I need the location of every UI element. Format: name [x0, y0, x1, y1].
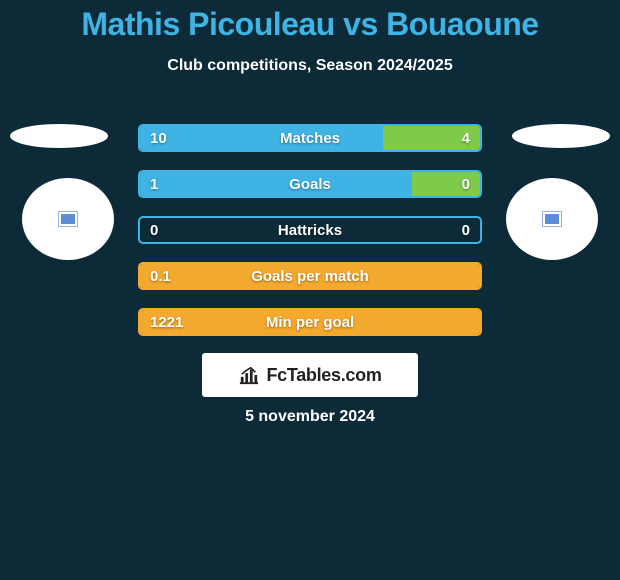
barchart-icon	[238, 365, 260, 385]
player-avatar-left	[22, 178, 114, 260]
stat-row-matches: 10 Matches 4	[138, 124, 482, 152]
flag-icon	[543, 212, 561, 226]
site-logo: FcTables.com	[202, 353, 418, 397]
page-title: Mathis Picouleau vs Bouaoune	[0, 0, 620, 43]
player-oval-right	[512, 124, 610, 148]
stat-row-goals-per-match: 0.1 Goals per match	[138, 262, 482, 290]
stat-label: Goals per match	[140, 264, 480, 288]
player-oval-left	[10, 124, 108, 148]
stat-row-hattricks: 0 Hattricks 0	[138, 216, 482, 244]
stat-row-min-per-goal: 1221 Min per goal	[138, 308, 482, 336]
stat-value-right: 0	[462, 172, 470, 196]
stat-value-right: 0	[462, 218, 470, 242]
page-subtitle: Club competitions, Season 2024/2025	[0, 57, 620, 75]
player-avatar-right	[506, 178, 598, 260]
stat-label: Matches	[140, 126, 480, 150]
date-text: 5 november 2024	[0, 408, 620, 426]
site-logo-text: FcTables.com	[266, 365, 381, 386]
stat-value-right: 4	[462, 126, 470, 150]
stat-label: Goals	[140, 172, 480, 196]
flag-icon	[59, 212, 77, 226]
comparison-rows: 10 Matches 4 1 Goals 0 0 Hattricks 0 0.1…	[138, 124, 482, 354]
stat-label: Hattricks	[140, 218, 480, 242]
stat-row-goals: 1 Goals 0	[138, 170, 482, 198]
stat-label: Min per goal	[140, 310, 480, 334]
